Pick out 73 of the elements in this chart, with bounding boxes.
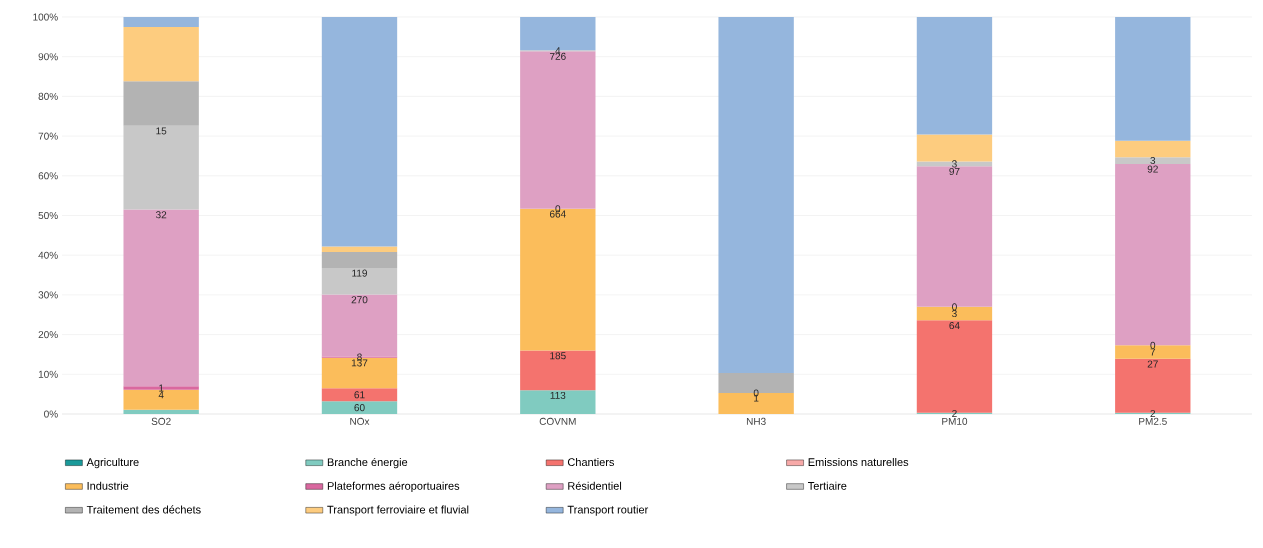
bar (1115, 157, 1191, 164)
bar (916, 134, 993, 162)
bar (321, 388, 398, 402)
legend-label: Agriculture (86, 457, 139, 469)
annotation: 8 (357, 353, 362, 361)
bar (321, 401, 398, 414)
bar (520, 350, 596, 391)
annotation: 92 (1147, 165, 1158, 173)
legend-label: Transport routier (567, 505, 649, 516)
x-tick-label: PM2.5 (1139, 417, 1167, 425)
y-tick-label: 50% (38, 211, 58, 220)
y-tick-label: 30% (38, 291, 58, 299)
annotation: 3 (952, 310, 957, 318)
x-tick-label: SO2 (151, 417, 171, 425)
annotation: 113 (550, 391, 566, 399)
y-tick-label: 60% (38, 172, 58, 180)
legend-label: Emissions naturelles (808, 457, 909, 467)
annotation: 270 (351, 296, 368, 304)
bar (123, 409, 199, 414)
y-tick-label: 10% (38, 370, 58, 378)
bar (1115, 17, 1191, 141)
legend-label: Traitement des déchets (86, 505, 201, 514)
annotation: 3 (1150, 156, 1156, 165)
annotation: 32 (155, 211, 167, 219)
annotation: 119 (352, 269, 367, 277)
annotation: 2 (952, 409, 957, 417)
legend-label: Industrie (87, 481, 129, 490)
bar (123, 386, 199, 390)
bar (123, 17, 199, 27)
x-tick-label: PM10 (942, 417, 968, 425)
x-tick-label: COVNM (539, 417, 576, 425)
bar (321, 267, 398, 295)
annotation: 0 (1150, 341, 1156, 349)
legend-label: Transport ferroviaire et fluvial (327, 505, 469, 516)
annotation: 7 (1150, 348, 1156, 356)
annotation: 1 (159, 384, 164, 392)
annotation: 137 (351, 359, 368, 367)
bar (321, 246, 398, 253)
annotation: 726 (549, 52, 566, 60)
bar (1115, 140, 1191, 158)
annotation: 4 (158, 391, 164, 399)
y-tick-label: 90% (38, 53, 58, 61)
annotation: 61 (354, 391, 365, 399)
bar (123, 26, 199, 82)
annotation: 3 (952, 160, 957, 168)
bar (718, 17, 794, 374)
annotation: 15 (156, 127, 167, 135)
annotation: 64 (949, 322, 960, 330)
legend-label: Résidentiel (568, 481, 622, 490)
bar (520, 390, 596, 414)
annotation: 4 (555, 47, 561, 55)
y-tick-label: 70% (38, 132, 58, 140)
annotation: 97 (949, 167, 960, 176)
bar (123, 81, 199, 126)
annotation: 60 (354, 404, 365, 412)
bar (123, 125, 199, 210)
legend-label: Tertiaire (808, 481, 847, 490)
x-tick-label: NOx (350, 417, 370, 425)
legend-label: Chantiers (567, 457, 615, 467)
y-tick-label: 20% (38, 331, 58, 339)
y-tick-label: 80% (38, 92, 58, 100)
x-tick-label: NH3 (746, 417, 766, 425)
legend-label: Plateformes aéroportuaires (327, 481, 460, 492)
annotation: 185 (550, 352, 566, 360)
bar (321, 252, 398, 268)
bar (916, 17, 993, 135)
y-tick-label: 0% (44, 410, 58, 418)
y-tick-label: 100% (33, 13, 58, 21)
bar (321, 17, 398, 247)
annotation: 0 (952, 303, 957, 311)
legend-label: Branche énergie (327, 457, 408, 469)
annotation: 27 (1147, 360, 1158, 368)
y-tick-label: 40% (38, 251, 58, 259)
